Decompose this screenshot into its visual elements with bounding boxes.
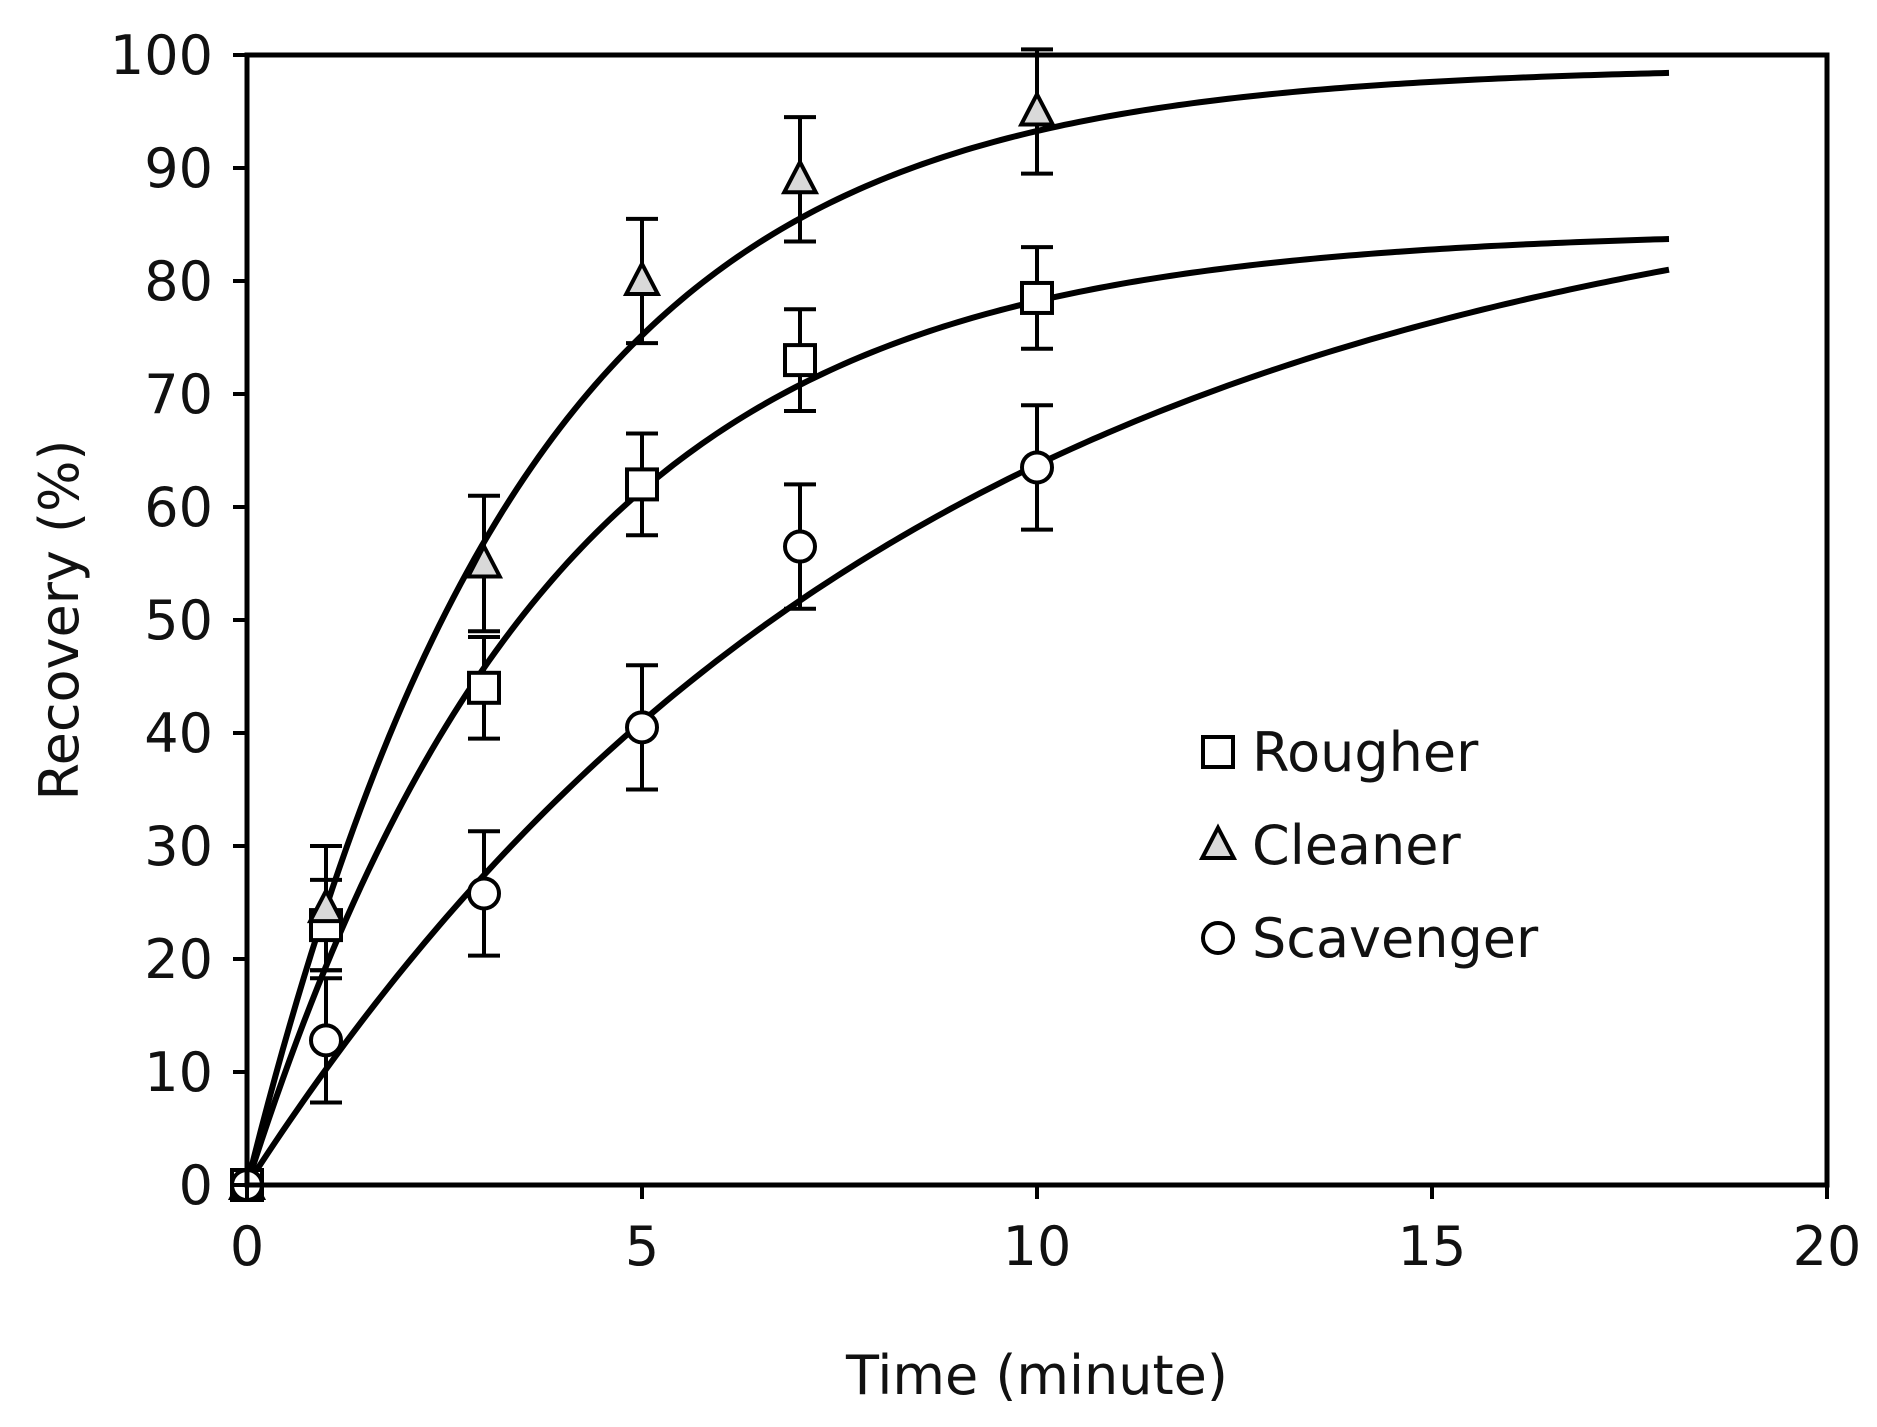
- cleaner-legend-marker: [1198, 823, 1238, 860]
- legend: Rougher Cleaner Scavenger: [1198, 721, 1539, 970]
- scavenger-point: [1020, 450, 1054, 485]
- cleaner-point: [306, 886, 346, 924]
- y-tick-label: 20: [144, 928, 213, 991]
- scavenger-point: [467, 876, 501, 911]
- scavenger-point: [625, 710, 659, 745]
- y-tick-label: 60: [144, 476, 213, 539]
- scavenger-point: [783, 529, 817, 564]
- x-tick-label: 10: [1003, 1215, 1072, 1278]
- x-axis-title: Time (minute): [845, 1344, 1228, 1407]
- y-tick-label: 70: [144, 363, 213, 426]
- fit-curves: [244, 69, 1670, 1187]
- y-tick-label: 50: [144, 589, 213, 652]
- y-tick-label: 80: [144, 250, 213, 313]
- scavenger-legend-label: Scavenger: [1252, 907, 1539, 970]
- y-axis-title: Recovery (%): [28, 440, 91, 801]
- y-axis-ticks: 0 10 20 30 40 50 60 70 80 90 100: [110, 24, 247, 1217]
- x-tick-label: 15: [1398, 1215, 1467, 1278]
- x-tick-label: 20: [1793, 1215, 1862, 1278]
- y-tick-label: 90: [144, 137, 213, 200]
- y-tick-label: 0: [179, 1154, 213, 1217]
- rougher-fit-line: [244, 236, 1670, 1186]
- scavenger-point: [309, 1023, 343, 1058]
- rougher-point: [625, 467, 659, 502]
- rougher-point: [467, 670, 501, 705]
- rougher-point: [783, 343, 817, 378]
- rougher-point: [1020, 280, 1054, 315]
- y-tick-label: 40: [144, 702, 213, 765]
- cleaner-point: [622, 259, 662, 296]
- cleaner-point: [780, 157, 820, 195]
- x-axis-ticks: 0 5 10 15 20: [230, 1185, 1862, 1278]
- cleaner-legend-label: Cleaner: [1252, 814, 1461, 877]
- cleaner-point: [464, 541, 504, 579]
- y-tick-label: 100: [110, 24, 213, 87]
- y-tick-label: 10: [144, 1041, 213, 1104]
- x-tick-label: 0: [230, 1215, 264, 1278]
- cleaner-fit-line: [244, 69, 1670, 1186]
- cleaner-point: [1017, 89, 1057, 127]
- rougher-legend-marker: [1201, 735, 1235, 769]
- y-tick-label: 30: [144, 815, 213, 878]
- scavenger-legend-marker: [1201, 921, 1235, 955]
- rougher-legend-label: Rougher: [1252, 721, 1479, 784]
- x-tick-label: 5: [625, 1215, 659, 1278]
